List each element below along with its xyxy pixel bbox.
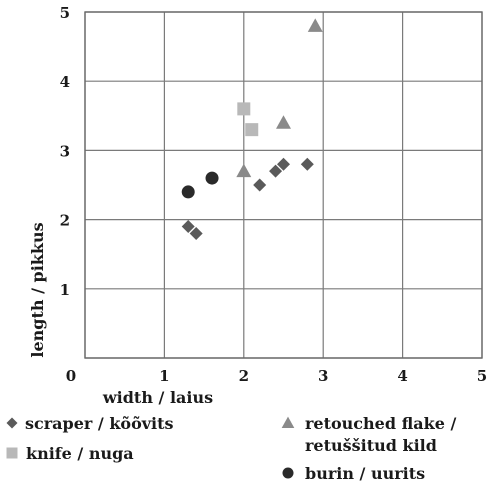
x-tick-label-4: 4 bbox=[397, 367, 407, 385]
legend-marker-knife bbox=[6, 447, 18, 459]
point-burin-1 bbox=[181, 185, 195, 199]
legend-label-retouched-flake-line-1: retouched flake / bbox=[305, 414, 456, 433]
legend: scraper / kõõvits retouched flake / retušš… bbox=[6, 414, 456, 483]
point-scraper-5 bbox=[277, 157, 290, 171]
x-tick-label-1: 1 bbox=[159, 367, 169, 385]
x-axis-title: width / laius bbox=[102, 388, 213, 407]
legend-label-knife: knife / nuga bbox=[26, 444, 134, 463]
y-tick-label-4: 4 bbox=[60, 73, 70, 91]
point-scraper-4 bbox=[269, 164, 283, 178]
point-scraper-6 bbox=[300, 157, 314, 171]
point-retouched-flake-1 bbox=[236, 163, 252, 178]
y-tick-label-2: 2 bbox=[60, 212, 70, 230]
x-tick-label-2: 2 bbox=[239, 367, 249, 385]
legend-label-burin: burin / uurits bbox=[305, 464, 425, 483]
x-tick-label-5: 5 bbox=[477, 367, 487, 385]
y-tick-label-3: 3 bbox=[60, 142, 70, 160]
point-burin-2 bbox=[205, 171, 219, 185]
point-retouched-flake-2 bbox=[276, 115, 291, 129]
point-knife-2 bbox=[245, 123, 259, 137]
legend-marker-retouched-flake bbox=[281, 416, 295, 429]
legend-label-retouched-flake-line-2: retuššitud kild bbox=[305, 436, 437, 455]
y-tick-label-1: 1 bbox=[60, 281, 70, 299]
y-tick-label-5: 5 bbox=[60, 4, 70, 22]
legend-marker-burin bbox=[282, 467, 294, 479]
plot-frame bbox=[84, 11, 483, 359]
data-points bbox=[181, 18, 323, 240]
point-retouched-flake-3 bbox=[307, 18, 323, 32]
point-scraper-2 bbox=[189, 226, 203, 240]
grid-lines bbox=[84, 11, 483, 359]
point-scraper-1 bbox=[181, 220, 195, 234]
point-scraper-3 bbox=[253, 178, 267, 192]
y-axis-title: length / pikkus bbox=[28, 222, 47, 357]
legend-label-scraper: scraper / kõõvits bbox=[25, 414, 174, 433]
point-knife-1 bbox=[237, 102, 251, 116]
x-tick-label-0: 0 bbox=[66, 367, 76, 385]
x-tick-label-3: 3 bbox=[318, 367, 328, 385]
legend-marker-scraper bbox=[6, 417, 18, 429]
tick-labels: 0 1 2 3 4 5 1 2 3 4 5 bbox=[60, 4, 488, 385]
